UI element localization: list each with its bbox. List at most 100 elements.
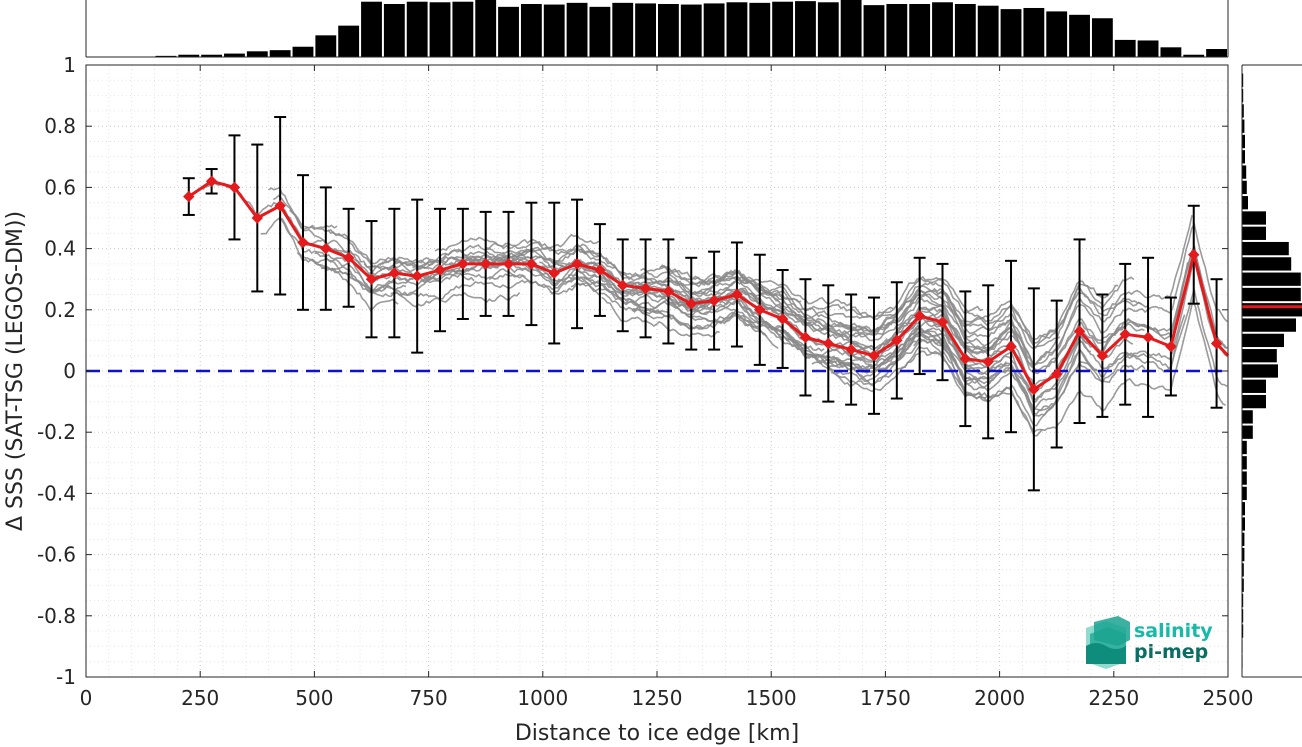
right-histogram-bar [1242, 379, 1266, 393]
mean-marker [845, 343, 857, 356]
mean-marker [1005, 340, 1017, 353]
mean-marker [297, 236, 309, 249]
top-histogram-bar [772, 1, 794, 58]
x-tick-label: 500 [295, 686, 333, 710]
top-histogram-bar [817, 2, 839, 58]
logo-text-salinity: salinity [1134, 620, 1213, 642]
mean-marker [479, 258, 492, 270]
x-tick-label: 2500 [1203, 686, 1254, 710]
grey-trace [660, 269, 955, 338]
top-histogram-bar [1023, 7, 1045, 58]
mean-marker [708, 294, 720, 307]
mean-marker [434, 264, 446, 276]
mean-marker [685, 297, 697, 310]
mean-marker [959, 353, 972, 365]
mean-marker [731, 288, 743, 301]
grey-trace [955, 222, 1228, 366]
x-tick-label: 2250 [1088, 686, 1139, 710]
top-histogram-bar [1137, 40, 1159, 57]
right-histogram-bar [1242, 165, 1247, 179]
grey-trace [311, 258, 475, 294]
top-histogram-bar [703, 3, 725, 58]
x-tick-label: 1750 [860, 686, 911, 710]
mean-markers [183, 175, 1223, 396]
right-histogram-bar [1242, 257, 1292, 271]
mean-marker [1119, 328, 1131, 340]
mean-marker [982, 356, 994, 368]
right-histogram-bar [1242, 211, 1266, 225]
top-histogram-bar [452, 1, 474, 58]
right-histogram-bar [1242, 563, 1244, 577]
y-tick-label: -0.2 [37, 420, 76, 444]
top-histogram-bar [1183, 54, 1205, 57]
top-histogram-bar [840, 0, 862, 57]
right-histogram-bar [1242, 134, 1245, 149]
right-histogram-bar [1242, 394, 1266, 409]
mean-marker [1165, 340, 1177, 353]
mean-marker [388, 267, 401, 279]
mean-marker [274, 200, 286, 212]
x-tick-label: 1500 [746, 686, 797, 710]
mean-marker [594, 264, 606, 276]
x-tick-label: 1250 [632, 686, 683, 710]
y-tick-label: -0.4 [37, 481, 76, 505]
mean-marker [776, 313, 789, 325]
grey-trace [469, 253, 629, 297]
grey-trace [768, 261, 1189, 388]
right-histogram-bar [1242, 196, 1248, 210]
axis-ticks [85, 64, 1229, 678]
y-tick-label: 0.2 [44, 298, 76, 322]
top-histogram-bar [635, 3, 656, 58]
grey-trace [390, 290, 521, 308]
top-histogram-bar [863, 5, 885, 57]
top-histogram-bar [383, 3, 405, 57]
right-histogram-bar [1242, 364, 1278, 378]
top-histogram-bar [566, 2, 588, 58]
grey-trace [750, 289, 1035, 368]
grey-trace [661, 265, 802, 303]
right-histogram-bar [1242, 440, 1247, 455]
grey-trace [640, 267, 984, 334]
right-histogram-bar [1242, 410, 1253, 424]
top-histogram-bar [543, 4, 565, 57]
grey-trace [812, 257, 1228, 401]
grey-trace [278, 218, 526, 298]
grey-trace [327, 229, 603, 265]
y-axis-label: Δ SSS (SAT-TSG (LEGOS-DM)) [3, 211, 28, 531]
top-histogram [85, 0, 1229, 58]
y-tick-label: -0.8 [37, 604, 76, 628]
mean-marker [662, 285, 675, 298]
right-histogram-bar [1242, 578, 1244, 592]
top-histogram-bar [909, 3, 931, 57]
top-histogram-bar [361, 1, 382, 58]
mean-marker [342, 252, 355, 264]
mean-marker [205, 175, 218, 187]
mean-marker [822, 337, 835, 350]
top-histogram-bar [795, 1, 816, 58]
grey-trace [314, 252, 447, 293]
top-histogram-bar [1046, 11, 1068, 57]
mean-marker [183, 190, 195, 203]
mean-marker [411, 270, 423, 282]
salinity-pi-mep-logo: salinity pi-mep [1086, 616, 1213, 669]
mean-marker [1028, 383, 1040, 396]
top-histogram-bar [315, 35, 337, 57]
top-histogram-bar [1206, 49, 1227, 57]
top-histogram-bar [886, 3, 908, 57]
top-histogram-bar [1160, 47, 1182, 57]
top-histogram-bar [932, 2, 953, 58]
x-tick-label: 1000 [517, 686, 568, 710]
grey-trace [321, 266, 399, 312]
main-plot-area [85, 64, 1230, 678]
mean-marker [868, 349, 880, 362]
top-histogram-bar [498, 6, 519, 57]
y-tick-label: 1 [63, 53, 76, 77]
top-histogram-bar [1114, 39, 1136, 57]
top-histogram-bar [954, 3, 976, 57]
right-histogram-bar [1242, 547, 1245, 562]
right-histogram-bar [1242, 104, 1244, 118]
right-histogram-bar [1242, 517, 1245, 531]
top-histogram-bar [201, 54, 223, 57]
mean-marker [1050, 368, 1063, 380]
